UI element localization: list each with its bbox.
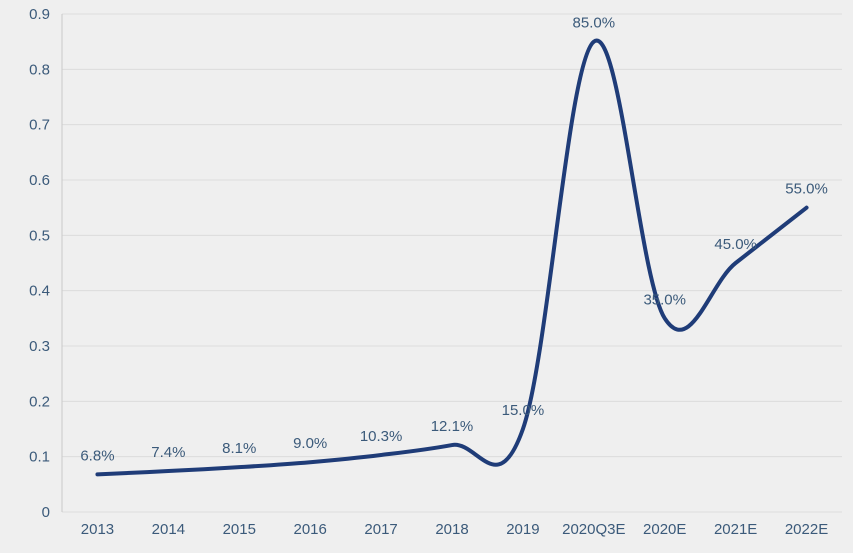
x-tick-label: 2019 [506,521,539,538]
y-tick-label: 0.1 [29,449,50,466]
x-tick-label: 2014 [152,521,185,538]
chart-svg: 0 0.1 0.2 0.3 0.4 0.5 0.6 0.7 0.8 0.9 2013 2014 2015… [0,0,853,553]
data-label: 45.0% [714,236,757,253]
data-label: 6.8% [80,447,114,464]
y-tick-label: 0.4 [29,283,50,300]
y-tick-label: 0.9 [29,6,50,23]
y-tick-label: 0.7 [29,117,50,134]
y-tick-label: 0.6 [29,172,50,189]
y-tick-label: 0 [42,504,50,521]
x-tick-label: 2013 [81,521,114,538]
y-tick-label: 0.3 [29,338,50,355]
y-tick-label: 0.5 [29,227,50,244]
x-tick-label: 2017 [364,521,397,538]
y-tick-label: 0.2 [29,393,50,410]
data-label: 12.1% [431,418,474,435]
data-label: 9.0% [293,435,327,452]
x-tick-label: 2020E [643,521,686,538]
x-tick-label: 2018 [435,521,468,538]
x-tick-label: 2020Q3E [562,521,625,538]
y-tick-label: 0.8 [29,61,50,78]
data-label: 7.4% [151,444,185,461]
data-label: 35.0% [643,291,686,308]
data-label: 15.0% [502,402,545,419]
x-tick-label: 2022E [785,521,828,538]
data-label: 55.0% [785,181,828,198]
line-chart: 0 0.1 0.2 0.3 0.4 0.5 0.6 0.7 0.8 0.9 2013 2014 2015… [0,0,853,553]
x-tick-label: 2015 [223,521,256,538]
x-tick-label: 2016 [293,521,326,538]
data-label: 10.3% [360,428,403,445]
series-line [97,41,806,475]
data-label: 85.0% [573,15,616,32]
data-label: 8.1% [222,440,256,457]
x-tick-label: 2021E [714,521,757,538]
